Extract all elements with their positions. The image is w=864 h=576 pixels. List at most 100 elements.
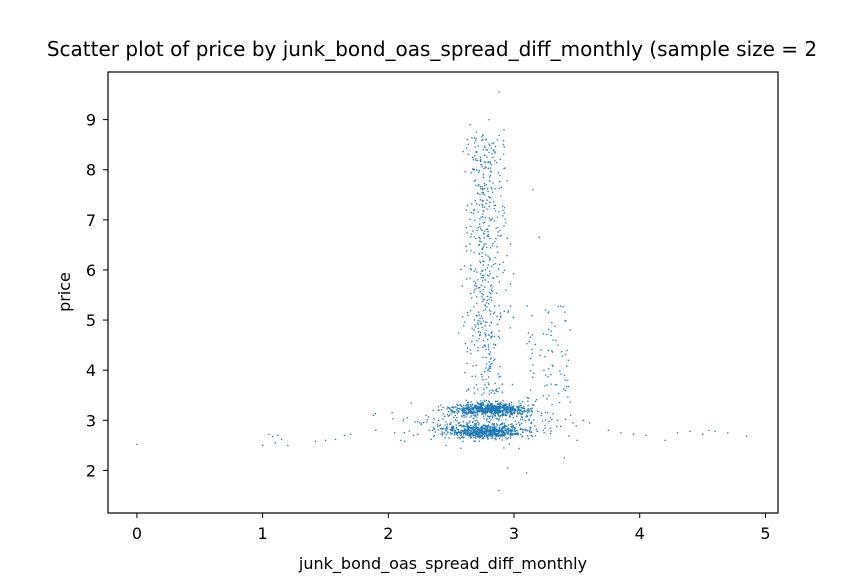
data-point (475, 422, 478, 425)
x-tick-label: 2 (383, 524, 393, 543)
data-point (530, 422, 532, 425)
data-point (488, 205, 490, 208)
data-point (460, 447, 462, 449)
data-point (408, 430, 410, 432)
data-point (513, 426, 515, 429)
data-point (515, 409, 517, 412)
data-point (486, 208, 488, 210)
data-point (498, 281, 500, 283)
data-point (564, 379, 566, 381)
data-point (470, 172, 472, 174)
data-point (480, 241, 482, 243)
data-point (522, 412, 524, 414)
data-point (419, 422, 421, 424)
data-point (450, 409, 452, 411)
data-point (481, 191, 483, 194)
data-point (563, 374, 565, 376)
data-point (524, 419, 526, 422)
data-point (467, 430, 469, 432)
data-point (487, 431, 489, 433)
data-point (503, 423, 505, 425)
data-point (442, 432, 444, 434)
data-point (513, 428, 516, 431)
data-point (511, 383, 514, 386)
data-point (500, 186, 502, 189)
data-point (459, 408, 462, 410)
data-point (489, 170, 492, 172)
data-point (478, 403, 480, 406)
data-point (531, 315, 533, 317)
data-point (497, 429, 499, 431)
data-point (478, 437, 481, 439)
data-point (472, 159, 475, 161)
data-point (470, 310, 472, 312)
data-point (490, 392, 493, 394)
data-point (481, 326, 483, 329)
data-point (467, 314, 469, 317)
data-point (567, 379, 569, 382)
data-point (544, 419, 547, 421)
data-point (509, 327, 512, 329)
data-point (473, 440, 475, 442)
data-point (451, 411, 453, 413)
data-point (499, 406, 501, 408)
data-point (498, 134, 500, 137)
data-point (484, 279, 486, 281)
data-point (503, 408, 506, 410)
data-point (452, 407, 455, 409)
data-point (470, 407, 472, 410)
data-point (475, 159, 477, 161)
data-point (491, 435, 494, 438)
data-point (518, 408, 520, 410)
data-point (555, 339, 557, 342)
data-point (514, 427, 517, 430)
data-point (488, 390, 491, 392)
data-point (465, 416, 467, 418)
data-point (488, 393, 490, 395)
data-point (551, 418, 553, 421)
data-point (492, 242, 494, 245)
data-point (442, 427, 444, 429)
data-point (491, 402, 493, 405)
data-point (556, 384, 558, 386)
data-point (481, 401, 484, 404)
data-point (477, 414, 479, 416)
data-point (494, 437, 496, 440)
data-point (552, 413, 554, 415)
data-point (482, 193, 484, 195)
data-point (491, 415, 493, 417)
data-point (454, 431, 456, 433)
data-point (490, 411, 493, 413)
data-point (466, 425, 469, 427)
data-point (491, 416, 494, 419)
data-point (471, 340, 473, 343)
data-point (485, 429, 488, 431)
data-point (466, 422, 468, 424)
data-point (477, 433, 479, 436)
data-point (510, 401, 513, 404)
data-point (489, 403, 492, 405)
data-point (374, 412, 376, 415)
data-point (540, 412, 543, 415)
data-point (498, 431, 500, 433)
data-point (474, 407, 476, 410)
data-point (502, 405, 505, 408)
data-point (476, 419, 478, 421)
data-point (414, 421, 416, 423)
data-point (487, 230, 489, 233)
data-point (488, 426, 490, 428)
data-point (505, 407, 507, 409)
data-point (451, 428, 453, 431)
data-point (470, 211, 472, 214)
data-point (521, 416, 524, 419)
data-point (501, 414, 503, 416)
data-point (502, 215, 504, 217)
data-point (501, 426, 503, 428)
data-point (484, 430, 486, 433)
data-point (470, 429, 472, 432)
data-point (470, 436, 472, 438)
data-point (582, 419, 584, 421)
data-point (530, 414, 533, 416)
data-point (504, 434, 506, 436)
data-point (620, 432, 622, 434)
